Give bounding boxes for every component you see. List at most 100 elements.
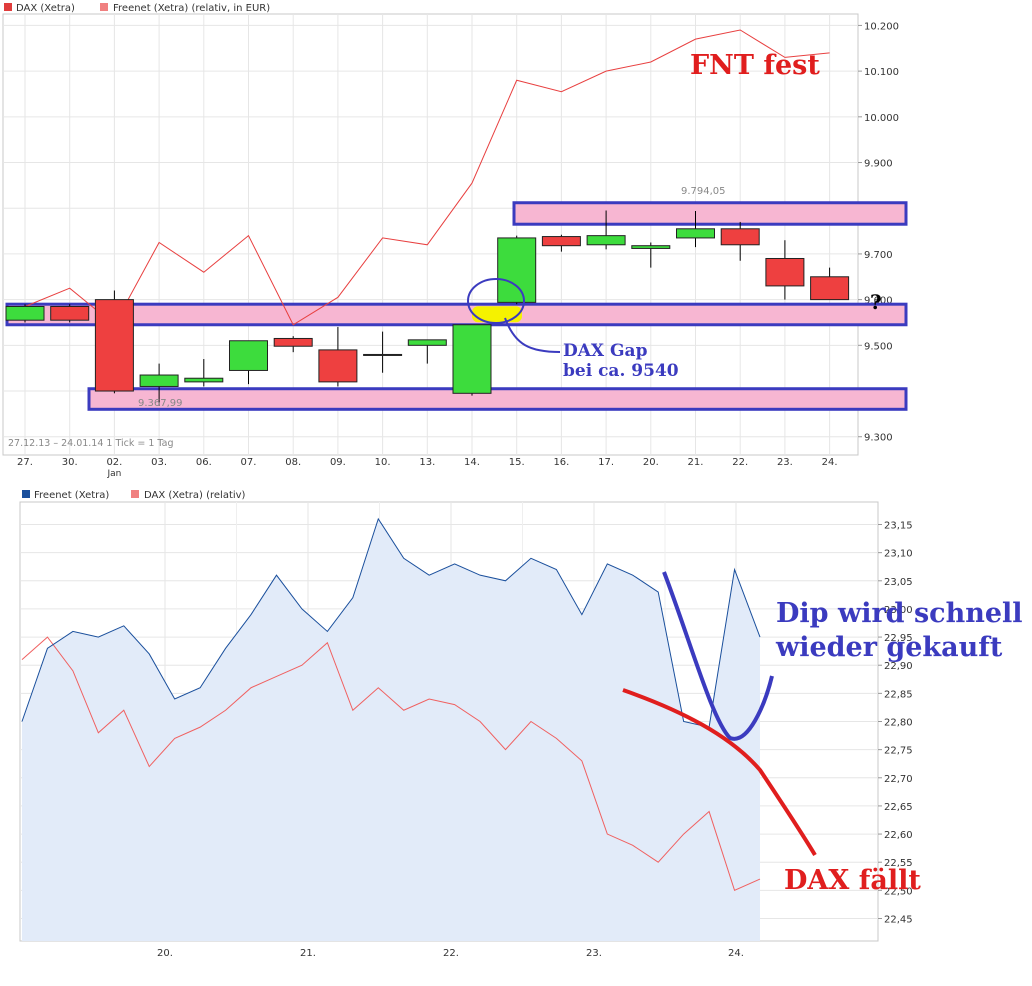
support-resistance-band <box>5 302 908 327</box>
candle-body-down <box>50 305 90 321</box>
candle-body-up <box>586 235 626 246</box>
candle-body-down <box>541 236 581 247</box>
bottom-x-tick-label: 24. <box>728 948 744 959</box>
dip-label-line1: Dip wird schnell <box>776 598 1023 629</box>
candle-body-down <box>810 276 850 301</box>
candle-body-up <box>676 228 715 239</box>
top-x-tick-label: 03. <box>151 457 167 468</box>
legend-swatch-freenet-bottom <box>22 490 30 498</box>
candle <box>5 304 45 323</box>
candle-body-down <box>318 349 358 383</box>
candle-body-up <box>139 374 179 387</box>
top-x-tick-label: 15. <box>509 457 525 468</box>
top-x-tick-label: 08. <box>285 457 301 468</box>
candle-body-up <box>229 340 268 371</box>
top-y-tick-label: 10.200 <box>864 21 899 32</box>
candle-body-up <box>184 377 224 383</box>
bottom-y-tick-label: 23,10 <box>884 549 913 560</box>
top-x-tick-label: 06. <box>196 457 212 468</box>
top-x-tick-label: 24. <box>822 457 838 468</box>
dip-curve <box>662 571 774 741</box>
candle <box>94 290 134 394</box>
top-y-tick-label: 10.100 <box>864 67 899 78</box>
freenet-area-fill <box>22 518 760 941</box>
top-x-tick-label: 14. <box>464 457 480 468</box>
top-bands <box>5 201 908 411</box>
candle <box>184 359 224 387</box>
top-y-tick-label: 10.000 <box>864 113 899 124</box>
top-x-tick-label: 30. <box>62 457 78 468</box>
bottom-y-tick-label: 22,60 <box>884 830 913 841</box>
candle <box>631 242 671 268</box>
legend-swatch-dax <box>4 3 12 11</box>
bottom-chart: Freenet (Xetra) DAX (Xetra) (relativ) 23… <box>19 490 1023 959</box>
top-x-tick-label: 23. <box>777 457 793 468</box>
top-y-tick-label: 9.300 <box>864 433 893 444</box>
top-x-axis: 27. 30. 02. 03. 06. 07. 08. 09. 10. 13. 14. 15. 16. 1… <box>17 457 838 479</box>
bottom-y-tick-label: 22,80 <box>884 718 913 729</box>
gap-fill-marker <box>472 306 522 323</box>
candle-body-up <box>5 305 45 321</box>
dax-faellt-label: DAX fällt <box>784 865 921 896</box>
top-x-tick-label: 16. <box>553 457 569 468</box>
freenet-relative-line <box>24 29 830 326</box>
top-annotations: 27.12.13 – 24.01.14 1 Tick = 1 Tag 9.367… <box>8 50 882 449</box>
candle-body-up <box>497 237 537 303</box>
top-x-tick-label: 21. <box>688 457 704 468</box>
top-x-tick-label: 10. <box>375 457 391 468</box>
bottom-y-tick-label: 22,90 <box>884 661 913 672</box>
candle-body-up <box>407 339 447 346</box>
candle <box>273 336 313 353</box>
bottom-y-axis: 23,15 23,10 23,05 23,00 22,95 22,90 22,85 22,80… <box>878 521 913 925</box>
bottom-y-tick-label: 23,00 <box>884 605 913 616</box>
high-value-label: 9.794,05 <box>681 186 726 197</box>
bottom-y-tick-label: 23,05 <box>884 577 913 588</box>
bottom-y-tick-label: 23,15 <box>884 521 913 532</box>
candle-body-down <box>273 337 313 347</box>
top-x-tick-label: 20. <box>643 457 659 468</box>
candle <box>497 235 537 305</box>
candle <box>720 221 760 261</box>
top-chart: DAX (Xetra) Freenet (Xetra) (relativ, in… <box>2 3 908 479</box>
bottom-series <box>21 517 761 941</box>
top-x-tick-label: 22. <box>732 457 748 468</box>
gap-pointer-curve <box>504 317 561 353</box>
freenet-line <box>21 517 761 728</box>
bottom-y-tick-label: 22,45 <box>884 914 913 925</box>
top-x-tick-label: 07. <box>241 457 257 468</box>
candle <box>363 331 403 373</box>
dax-fall-curve <box>622 688 817 857</box>
question-mark: ? <box>870 290 882 314</box>
legend-label-dax-bottom: DAX (Xetra) (relativ) <box>144 490 246 501</box>
candle <box>541 234 581 252</box>
top-y-tick-label: 9.600 <box>864 296 893 307</box>
candle-body-up <box>363 353 403 356</box>
legend-label-dax: DAX (Xetra) <box>16 3 75 14</box>
bottom-y-tick-label: 22,65 <box>884 802 913 813</box>
candle-body-up <box>631 245 671 249</box>
candle <box>318 327 358 387</box>
candle <box>50 304 90 323</box>
bottom-x-tick-label: 20. <box>157 948 173 959</box>
legend-label-freenet-bottom: Freenet (Xetra) <box>34 490 109 501</box>
dax-relative-line <box>21 636 761 892</box>
top-y-tick-label: 9.900 <box>864 159 893 170</box>
bottom-y-tick-label: 22,55 <box>884 858 913 869</box>
top-x-tick-label: 13. <box>419 457 435 468</box>
top-freenet-line <box>24 29 830 326</box>
candle <box>452 324 492 396</box>
support-resistance-band <box>512 201 908 226</box>
candle <box>810 267 850 301</box>
candle <box>676 210 715 248</box>
top-x-tick-label: 02. <box>106 457 122 468</box>
candle <box>586 210 626 250</box>
top-x-tick-label: 09. <box>330 457 346 468</box>
bottom-y-tick-label: 22,95 <box>884 633 913 644</box>
bottom-x-tick-label: 21. <box>300 948 316 959</box>
bottom-y-tick-label: 22,75 <box>884 746 913 757</box>
candle <box>139 363 179 406</box>
gap-marker-circle <box>467 278 525 324</box>
candle-body-down <box>94 299 134 392</box>
top-legend: DAX (Xetra) Freenet (Xetra) (relativ, in… <box>4 3 270 14</box>
